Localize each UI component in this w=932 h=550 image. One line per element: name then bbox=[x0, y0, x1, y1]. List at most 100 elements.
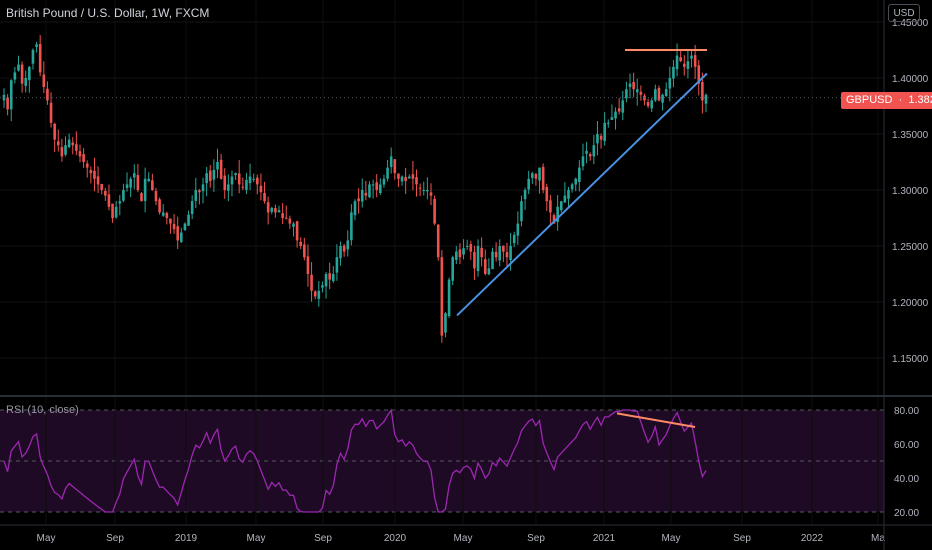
candle-body bbox=[668, 78, 672, 89]
candle-body bbox=[635, 89, 639, 93]
candle-body bbox=[664, 89, 668, 96]
candle-body bbox=[85, 163, 89, 168]
candle-body bbox=[49, 102, 53, 123]
candle-body bbox=[28, 66, 31, 81]
candle-body bbox=[161, 212, 165, 216]
candle-body bbox=[205, 173, 208, 184]
candle-body bbox=[567, 190, 570, 199]
rsi-line bbox=[3, 408, 707, 513]
candle-body bbox=[71, 142, 75, 146]
candle-body bbox=[339, 246, 342, 259]
candle-body bbox=[219, 159, 223, 179]
candle-body bbox=[675, 55, 679, 70]
candle-body bbox=[523, 190, 527, 200]
price-tag-separator: · bbox=[895, 94, 906, 106]
candle-body bbox=[368, 184, 371, 198]
candle-body bbox=[360, 190, 364, 202]
candle-body bbox=[364, 192, 368, 196]
candle-body bbox=[447, 279, 451, 317]
candle-body bbox=[111, 203, 114, 218]
candle-body bbox=[136, 175, 140, 190]
candle-body bbox=[552, 215, 556, 224]
candle-body bbox=[331, 274, 335, 282]
candle-body bbox=[599, 135, 603, 140]
candle-body bbox=[491, 251, 494, 270]
candle-body bbox=[426, 190, 429, 192]
candle-body bbox=[661, 94, 664, 103]
candle-body bbox=[234, 173, 237, 176]
time-axis-tick: May bbox=[454, 533, 473, 544]
candle-body bbox=[574, 178, 578, 185]
candle-body bbox=[407, 176, 411, 179]
candle-body bbox=[375, 182, 379, 190]
candle-body bbox=[559, 201, 563, 211]
candle-body bbox=[89, 170, 93, 174]
candle-body bbox=[487, 268, 491, 275]
candle-body bbox=[596, 134, 599, 144]
candle-body bbox=[455, 251, 458, 260]
candle-body bbox=[444, 313, 447, 333]
candle-body bbox=[654, 89, 657, 101]
candle-body bbox=[606, 122, 610, 124]
candle-body bbox=[53, 123, 56, 140]
candle-body bbox=[263, 192, 266, 202]
time-axis-tick: 2019 bbox=[175, 533, 198, 544]
candle-body bbox=[498, 246, 502, 261]
candle-body bbox=[672, 66, 675, 79]
candle-body bbox=[436, 224, 440, 258]
candle-body bbox=[310, 274, 313, 291]
candle-body bbox=[386, 167, 389, 179]
candle-body bbox=[114, 206, 118, 218]
candle-body bbox=[570, 184, 574, 190]
candle-body bbox=[520, 201, 523, 222]
candle-body bbox=[418, 187, 422, 189]
candle-body bbox=[693, 55, 697, 67]
candle-body bbox=[704, 94, 708, 104]
candle-body bbox=[31, 50, 35, 64]
candle-body bbox=[147, 178, 151, 182]
candle-body bbox=[483, 259, 487, 274]
time-axis-tick: Sep bbox=[314, 533, 332, 544]
candle-body bbox=[393, 159, 397, 174]
time-axis-tick: Ma bbox=[871, 533, 885, 544]
candle-body bbox=[628, 83, 632, 88]
candle-body bbox=[697, 65, 701, 84]
candle-body bbox=[397, 173, 400, 179]
candle-body bbox=[556, 206, 559, 222]
candle-body bbox=[187, 214, 190, 226]
candle-body bbox=[227, 184, 230, 191]
candle-body bbox=[281, 213, 284, 218]
price-axis-tick: 1.35000 bbox=[892, 130, 929, 141]
candle-body bbox=[549, 200, 552, 213]
candle-body bbox=[284, 217, 288, 219]
candle-body bbox=[299, 241, 303, 246]
candle-body bbox=[650, 100, 654, 109]
candle-body bbox=[588, 154, 592, 157]
candle-body bbox=[346, 240, 350, 250]
candle-body bbox=[241, 186, 245, 188]
chart-title: British Pound / U.S. Dollar, 1W, FXCM bbox=[6, 6, 210, 20]
candle-body bbox=[180, 232, 183, 242]
price-axis-tick: 1.20000 bbox=[892, 298, 929, 309]
candle-body bbox=[541, 166, 545, 190]
candle-body bbox=[165, 213, 169, 218]
candle-body bbox=[469, 244, 473, 252]
candle-body bbox=[212, 169, 216, 180]
rsi-divergence-line bbox=[616, 412, 696, 428]
last-price-tag: GBPUSD · 1.38247 bbox=[841, 92, 932, 109]
candle-body bbox=[17, 64, 20, 71]
candle-body bbox=[313, 291, 317, 297]
candle-body bbox=[465, 246, 469, 247]
candle-body bbox=[288, 218, 292, 224]
candle-body bbox=[270, 207, 274, 212]
candle-body bbox=[56, 141, 60, 146]
candle-body bbox=[230, 176, 234, 185]
time-axis-tick: May bbox=[247, 533, 266, 544]
candle-body bbox=[473, 252, 476, 269]
candle-body bbox=[9, 80, 13, 110]
candle-body bbox=[42, 74, 46, 87]
rsi-axis-tick: 80.00 bbox=[894, 406, 919, 417]
currency-selector[interactable]: USD bbox=[888, 4, 920, 22]
candle-body bbox=[415, 177, 418, 185]
